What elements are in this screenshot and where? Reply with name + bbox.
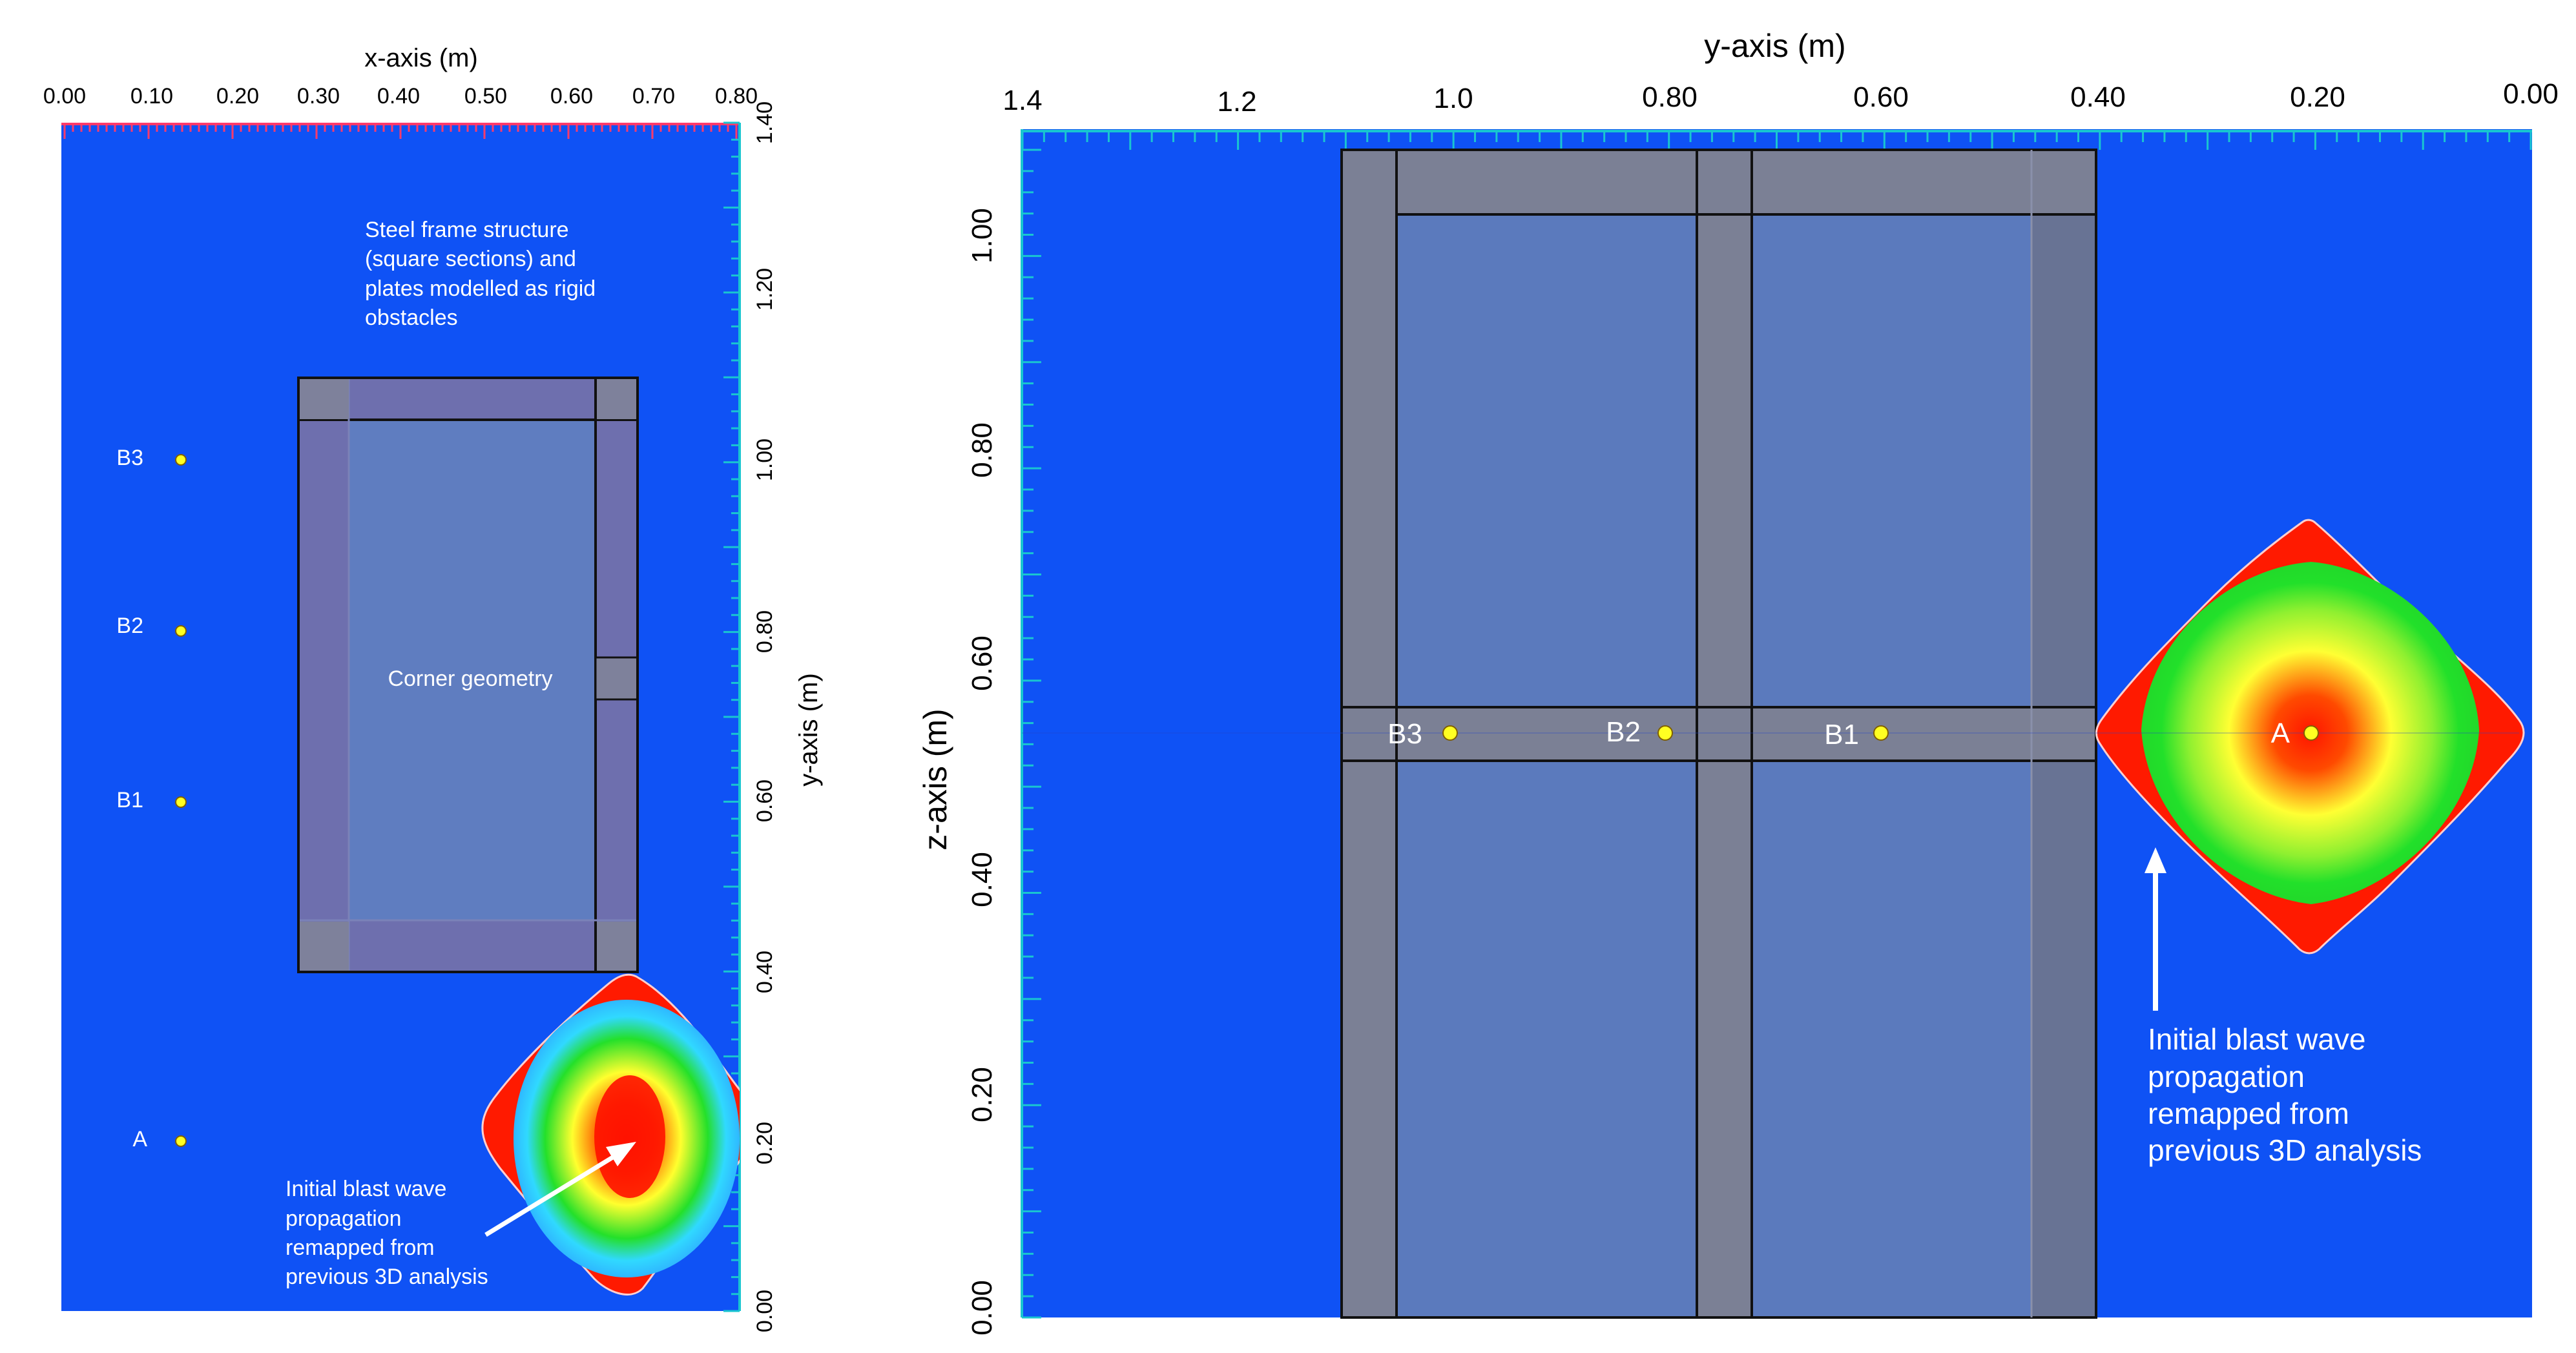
left-x-tick-label: 0.70 xyxy=(632,84,675,108)
right-blast-arrow xyxy=(2145,847,2166,1011)
right-z-tick-labels: 0.00 0.20 0.40 0.60 0.80 1.00 xyxy=(966,208,998,1336)
gauge-label: B2 xyxy=(1606,716,1641,748)
right-y-tick-label: 0.80 xyxy=(1642,81,1698,113)
left-x-tick-label: 0.40 xyxy=(377,84,420,108)
right-y-axis-title: y-axis (m) xyxy=(1704,28,1845,64)
right-y-tick-label: 0.00 xyxy=(2503,78,2559,110)
right-z-axis-ticks xyxy=(1022,149,1041,1319)
right-y-tick-label: 0.40 xyxy=(2070,81,2126,113)
left-gauge-b3: B3 xyxy=(116,446,187,470)
right-gauge-b1: B1 xyxy=(1824,719,1889,750)
right-y-axis-ticks xyxy=(1021,131,2532,150)
left-blast-center xyxy=(594,1075,665,1198)
annotation-blast-line: Initial blast wave xyxy=(286,1177,446,1201)
right-z-tick-label: 0.60 xyxy=(966,635,998,691)
left-y-axis-ticks xyxy=(723,121,740,1312)
left-annotation-structure: Steel frame structure (square sections) … xyxy=(365,218,596,330)
left-panel: x-axis (m) 0.00 0.10 0.20 0.30 0.40 0.50… xyxy=(43,44,823,1332)
right-z-tick-label: 1.00 xyxy=(966,208,998,263)
right-y-tick-labels: 1.4 1.2 1.0 0.80 0.60 0.40 0.20 0.00 xyxy=(1002,78,2558,118)
right-gauge-a: A xyxy=(2271,718,2319,749)
left-y-tick-label: 0.40 xyxy=(753,951,777,993)
gauge-label: B2 xyxy=(116,614,143,638)
left-blast-wave xyxy=(481,973,740,1296)
left-y-tick-label: 0.60 xyxy=(753,780,777,822)
annotation-structure-line: Steel frame structure xyxy=(365,218,569,242)
left-x-tick-label: 0.60 xyxy=(550,84,593,108)
left-x-tick-label: 0.30 xyxy=(297,84,340,108)
left-y-tick-label: 1.00 xyxy=(753,439,777,481)
annotation-blast-line: Initial blast wave xyxy=(2148,1022,2366,1056)
annotation-structure-line: (square sections) and xyxy=(365,247,576,271)
left-y-tick-labels: 0.00 0.20 0.40 0.60 0.80 1.00 1.20 1.40 xyxy=(753,101,777,1332)
right-panel: y-axis (m) 1.4 1.2 1.0 0.80 0.60 0.40 0.… xyxy=(917,28,2559,1336)
left-y-tick-label: 0.20 xyxy=(753,1122,777,1164)
left-gauge-a: A xyxy=(132,1127,187,1152)
left-x-axis-title: x-axis (m) xyxy=(364,44,478,72)
left-corner-column-top-right xyxy=(597,379,636,419)
left-corner-column-top-left xyxy=(300,379,349,419)
right-beam-middle xyxy=(1342,707,2096,761)
right-annotation-blast: Initial blast wave propagation remapped … xyxy=(2148,1022,2422,1167)
right-beam-top xyxy=(1342,150,2096,214)
left-x-axis-ticks xyxy=(63,123,738,139)
left-x-tick-label: 0.50 xyxy=(464,84,507,108)
left-corner-column-bottom-right xyxy=(597,922,636,971)
annotation-structure-line: obstacles xyxy=(365,305,458,330)
right-z-axis-title: z-axis (m) xyxy=(917,708,953,850)
left-gauge-b2: B2 xyxy=(116,614,187,638)
left-x-tick-labels: 0.00 0.10 0.20 0.30 0.40 0.50 0.60 0.70 … xyxy=(43,84,758,108)
left-y-tick-label: 1.40 xyxy=(753,101,777,144)
annotation-blast-line: propagation xyxy=(2148,1060,2305,1093)
annotation-blast-line: previous 3D analysis xyxy=(286,1265,488,1289)
gauge-label: A xyxy=(132,1127,147,1152)
left-gauge-b1: B1 xyxy=(116,788,187,812)
right-steel-frame xyxy=(1340,149,2097,1319)
gauge-label: B1 xyxy=(1824,719,1859,750)
left-annotation-corner: Corner geometry xyxy=(388,666,552,691)
right-y-tick-label: 1.4 xyxy=(1002,85,1042,116)
annotation-blast-line: remapped from xyxy=(286,1235,435,1260)
annotation-blast-line: remapped from xyxy=(2148,1097,2349,1130)
annotation-blast-line: previous 3D analysis xyxy=(2148,1133,2422,1167)
annotation-blast-line: propagation xyxy=(286,1206,402,1231)
gauge-label: B3 xyxy=(1387,718,1422,750)
right-y-tick-label: 1.0 xyxy=(1433,83,1473,114)
gauge-label: B1 xyxy=(116,788,143,812)
gauge-label: A xyxy=(2271,718,2290,749)
left-steel-frame xyxy=(297,377,639,973)
left-y-axis-title: y-axis (m) xyxy=(795,673,823,787)
left-x-tick-label: 0.20 xyxy=(216,84,259,108)
right-z-tick-label: 0.20 xyxy=(966,1067,998,1122)
left-annotation-blast: Initial blast wave propagation remapped … xyxy=(286,1177,488,1289)
right-z-tick-label: 0.40 xyxy=(966,852,998,907)
right-y-tick-label: 1.2 xyxy=(1217,86,1256,118)
left-inner-plate xyxy=(349,420,596,920)
left-x-tick-label: 0.10 xyxy=(130,84,173,108)
left-blast-arrow xyxy=(484,1142,636,1237)
right-z-tick-label: 0.80 xyxy=(966,422,998,478)
right-z-tick-label: 0.00 xyxy=(966,1280,998,1336)
right-gauge-b2: B2 xyxy=(1606,716,1673,748)
left-corner-geometry-block xyxy=(594,656,639,701)
left-x-tick-label: 0.80 xyxy=(715,84,758,108)
left-y-tick-label: 1.20 xyxy=(753,268,777,311)
right-y-tick-label: 0.20 xyxy=(2290,81,2345,113)
left-y-tick-label: 0.80 xyxy=(753,610,777,653)
annotation-structure-line: plates modelled as rigid xyxy=(365,276,596,301)
left-x-tick-label: 0.00 xyxy=(43,84,86,108)
gauge-label: B3 xyxy=(116,446,143,470)
left-y-tick-label: 0.00 xyxy=(753,1290,777,1332)
right-gauge-b3: B3 xyxy=(1387,718,1458,750)
right-y-tick-label: 0.60 xyxy=(1853,81,1909,113)
left-corner-column-bottom-left xyxy=(300,922,349,971)
